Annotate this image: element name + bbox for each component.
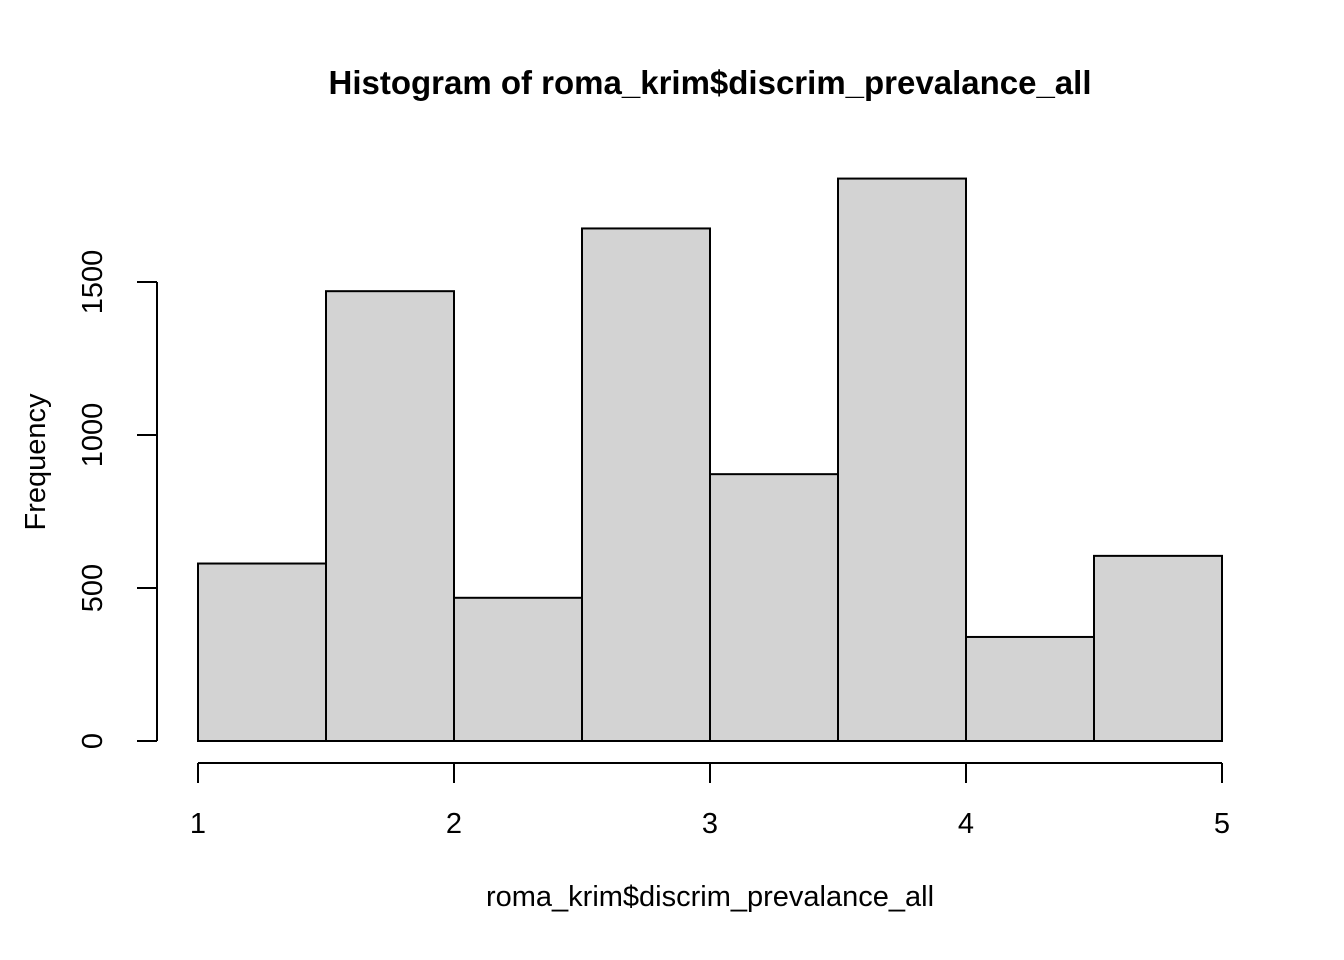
histogram-bar (325, 290, 455, 742)
y-axis: 0 500 1000 1500 (77, 250, 158, 749)
x-axis-label: roma_krim$discrim_prevalance_all (486, 881, 934, 913)
histogram-bar (837, 177, 967, 742)
histogram-bar (581, 227, 711, 742)
chart-title: Histogram of roma_krim$discrim_prevalanc… (328, 64, 1091, 101)
y-axis-label: Frequency (20, 393, 52, 531)
y-tick-label: 1500 (77, 250, 109, 315)
x-tick-label: 1 (190, 808, 206, 840)
x-tick-label: 5 (1214, 808, 1230, 840)
histogram-bar (709, 473, 839, 742)
histogram-bar (197, 562, 327, 743)
x-axis: 1 2 3 4 5 (190, 762, 1230, 840)
y-tick-label: 1000 (77, 403, 109, 468)
y-tick-label: 500 (77, 564, 109, 612)
x-tick-label: 4 (958, 808, 974, 840)
histogram-bar (965, 635, 1095, 743)
x-tick-label: 3 (702, 808, 718, 840)
histogram-bar (453, 596, 583, 742)
x-tick-label: 2 (446, 808, 462, 840)
bars-group (197, 177, 1223, 743)
histogram-bar (1093, 554, 1223, 742)
y-tick-label: 0 (77, 733, 109, 749)
